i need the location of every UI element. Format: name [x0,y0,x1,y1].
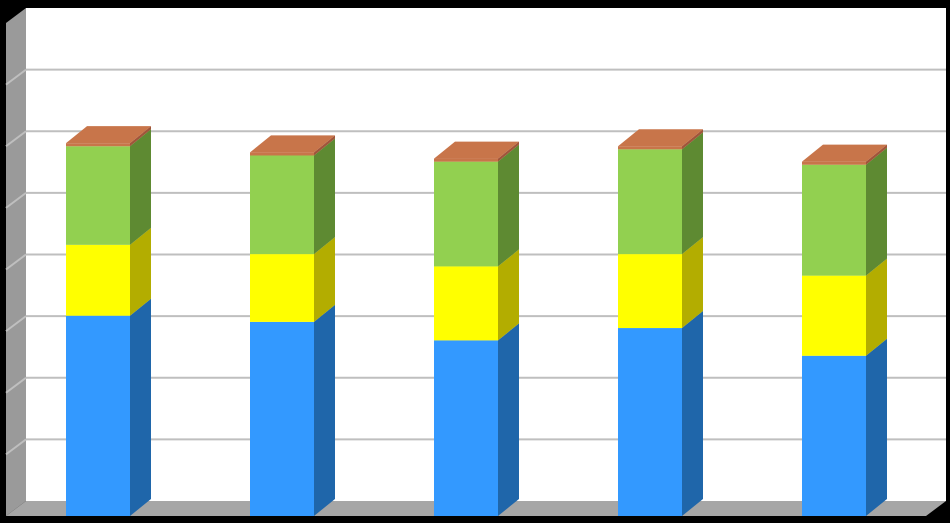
bars [66,126,887,516]
bar-segment [618,328,682,516]
bar-stack [802,144,887,516]
bar-segment-side [498,144,519,267]
bar-top [250,135,335,153]
bar-segment [66,244,130,316]
bar-segment-side [682,237,703,329]
gridline-side [5,68,27,86]
bar-segment-side [314,138,335,255]
bar-segment-side [498,141,519,162]
bar-segment [618,149,682,255]
bar-segment [250,155,314,255]
gridline-side [5,192,27,209]
bar-segment [802,275,866,356]
bar-top [66,126,151,144]
bar-segment [618,254,682,329]
bar-segment [66,143,130,147]
bar-segment [250,254,314,322]
bar-segment-side [866,258,887,356]
bar-segment [434,158,498,162]
bar-segment-side [866,147,887,276]
gridline-side [5,130,27,148]
bar-segment [66,146,130,245]
bar-segment-side [498,323,519,516]
bar-segment-side [130,227,151,316]
bar-segment [434,161,498,267]
bar-segment-side [130,126,151,147]
bar-segment-side [130,129,151,245]
bar-stack [250,135,335,516]
bar-segment-side [866,144,887,165]
bar-stack [618,129,703,516]
bar-stack [66,126,151,516]
bar-top [434,141,519,159]
bar-segment [434,340,498,516]
bar-top [802,144,887,162]
bar-segment-side [866,338,887,516]
gridline-side [5,438,27,456]
gridline-side [5,253,27,271]
bar-segment [802,161,866,165]
bar-segment [802,355,866,516]
bar-segment [618,146,682,150]
gridline-side [5,376,27,394]
gridline-side [5,315,27,332]
bar-segment [250,152,314,156]
bar-segment [250,321,314,516]
bar-segment-side [682,311,703,516]
bar-segment-side [682,132,703,255]
bar-segment-side [314,135,335,156]
bar-segment-side [314,237,335,322]
bar-segment-side [130,298,151,516]
bar-stack [434,141,519,516]
bar-segment-side [314,304,335,516]
bar-segment [66,315,130,516]
bar-segment-side [498,249,519,341]
bar-top [618,129,703,147]
bar-segment-side [682,129,703,150]
bar-segment [802,164,866,276]
bar-segment [434,266,498,341]
